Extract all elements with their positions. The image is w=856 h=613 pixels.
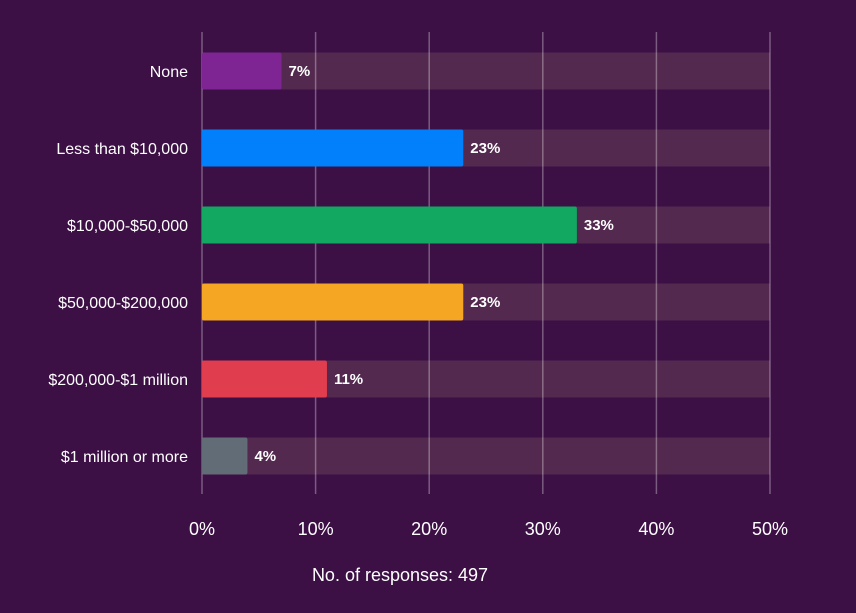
bar-50-000-200-000 [202, 283, 464, 321]
value-label-10-000-50-000: 33% [584, 217, 614, 234]
x-tick-label-20: 20% [411, 519, 447, 539]
bar-none [202, 52, 282, 90]
category-label-none: None [150, 64, 188, 81]
value-labels: 7% 23% 33% 23% 11% 4% [254, 63, 613, 465]
x-tick-label-50: 50% [752, 519, 788, 539]
bars [202, 52, 577, 475]
category-label-1-million-or-more: $1 million or more [61, 449, 188, 466]
x-tick-label-0: 0% [189, 519, 215, 539]
bar-track-none [202, 52, 770, 90]
value-label-50-000-200-000: 23% [470, 294, 500, 311]
bar-tracks [202, 52, 770, 475]
value-label-200-000-1-million: 11% [334, 371, 363, 388]
value-label-1-million-or-more: 4% [254, 448, 276, 465]
category-label-200-000-1-million: $200,000-$1 million [48, 372, 188, 389]
value-label-none: 7% [289, 63, 311, 80]
x-axis-tick-labels: 0% 10% 20% 30% 40% 50% [189, 519, 788, 539]
category-label-50-000-200-000: $50,000-$200,000 [58, 295, 188, 312]
bar-1-million-or-more [202, 437, 248, 475]
bar-less-than-10-000 [202, 129, 464, 167]
bar-10-000-50-000 [202, 206, 577, 244]
category-labels: None Less than $10,000 $10,000-$50,000 $50,… [48, 64, 188, 466]
x-tick-label-40: 40% [638, 519, 674, 539]
category-label-10-000-50-000: $10,000-$50,000 [67, 218, 188, 235]
gridlines [201, 32, 771, 494]
category-label-less-than-10-000: Less than $10,000 [56, 141, 188, 158]
x-tick-label-10: 10% [298, 519, 334, 539]
responses-count: No. of responses: 497 [312, 565, 488, 585]
value-label-less-than-10-000: 23% [470, 140, 500, 157]
bar-200-000-1-million [202, 360, 327, 398]
bar-track-1-million-or-more [202, 437, 770, 475]
x-tick-label-30: 30% [525, 519, 561, 539]
